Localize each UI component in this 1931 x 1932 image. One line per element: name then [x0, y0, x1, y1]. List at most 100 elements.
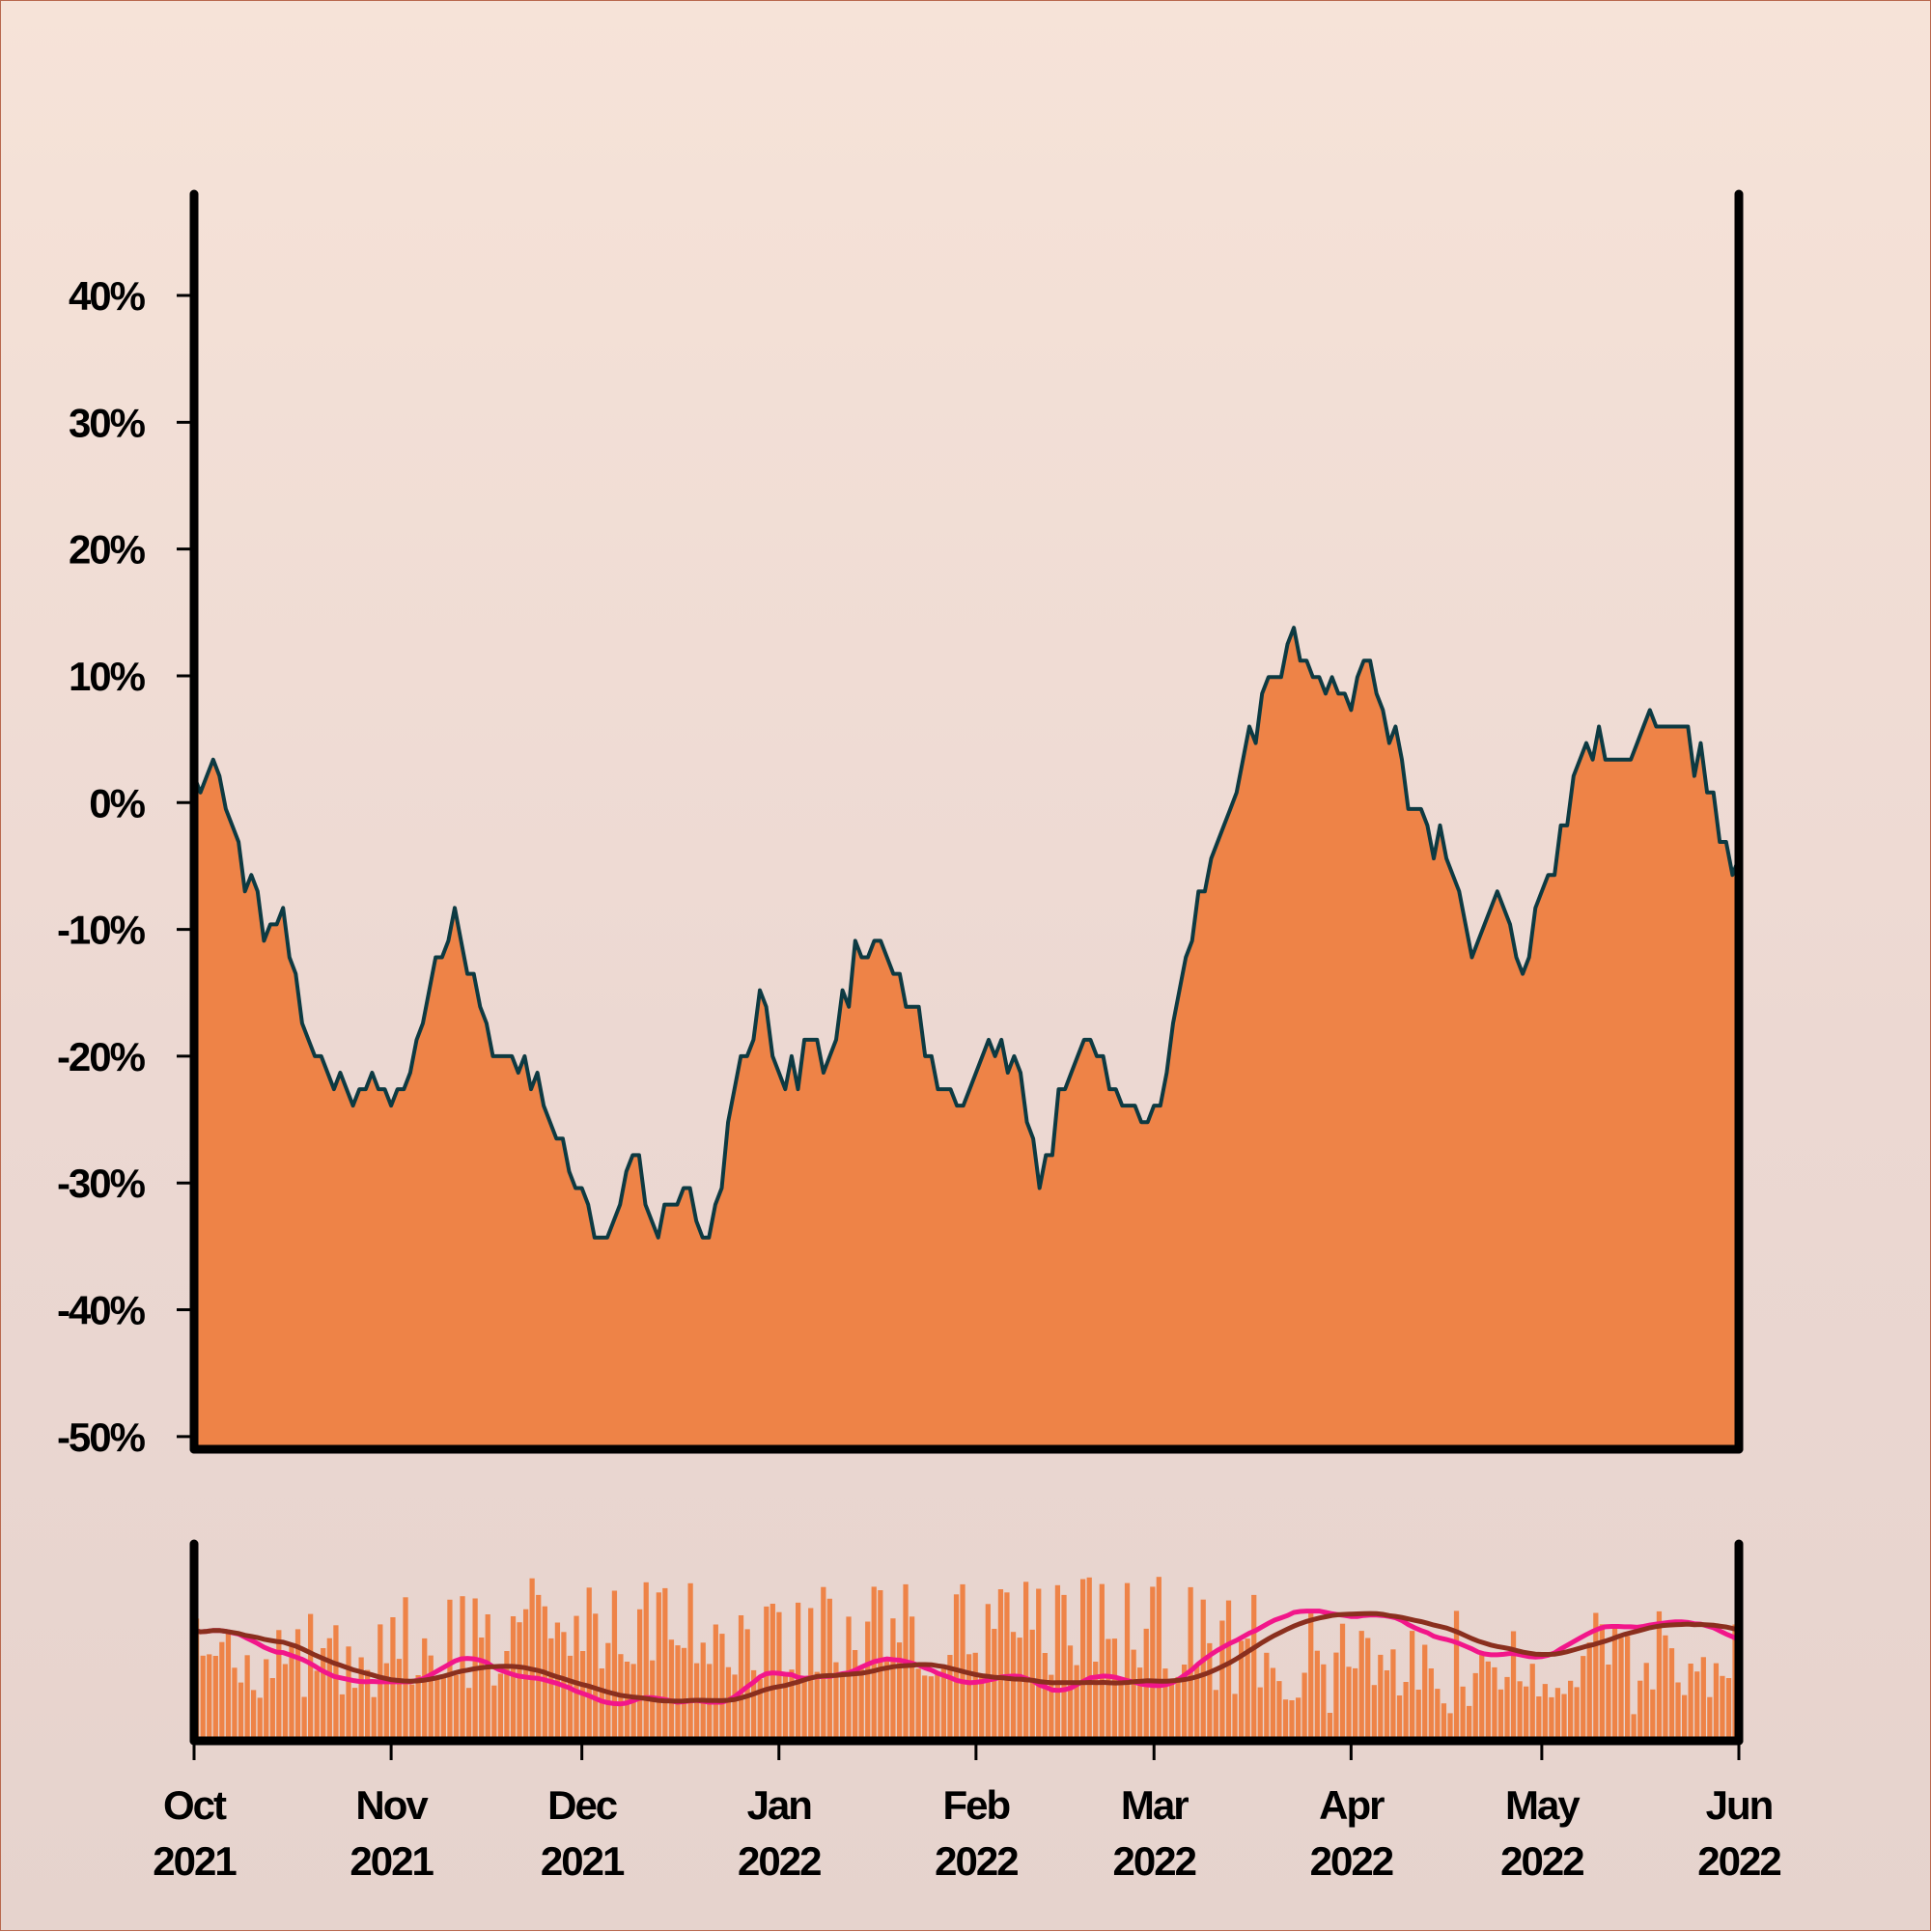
- volume-bar: [1700, 1657, 1706, 1741]
- volume-bar: [896, 1642, 903, 1741]
- volume-bar: [1175, 1676, 1181, 1741]
- volume-bar: [1276, 1681, 1282, 1741]
- volume-bar: [244, 1655, 250, 1741]
- volume-bar: [1207, 1642, 1213, 1741]
- volume-bar: [517, 1622, 522, 1741]
- volume-bar: [1447, 1713, 1453, 1741]
- volume-bar: [814, 1671, 820, 1741]
- volume-bar: [1150, 1586, 1156, 1741]
- volume-bar: [1023, 1582, 1029, 1741]
- volume-bar: [1017, 1638, 1022, 1741]
- volume-bar: [732, 1674, 738, 1741]
- volume-bar: [1378, 1654, 1384, 1741]
- volume-bar: [1656, 1610, 1663, 1741]
- volume-bar: [1333, 1652, 1339, 1741]
- volume-bar: [460, 1596, 465, 1741]
- volume-bar: [656, 1592, 661, 1741]
- volume-bar: [1124, 1582, 1131, 1741]
- x-tick-label-year: 2022: [1697, 1838, 1780, 1884]
- volume-bar: [301, 1696, 307, 1741]
- y-tick-label: 0%: [89, 780, 145, 826]
- volume-bar: [403, 1597, 408, 1741]
- volume-bar: [326, 1638, 332, 1741]
- volume-bar: [1257, 1687, 1263, 1741]
- volume-bar: [1460, 1686, 1466, 1741]
- volume-bar: [1213, 1690, 1218, 1741]
- volume-bar: [789, 1669, 795, 1741]
- volume-bar: [1631, 1714, 1637, 1741]
- volume-bar: [757, 1678, 763, 1741]
- volume-bar: [1485, 1661, 1491, 1741]
- volume-bar: [1675, 1682, 1681, 1741]
- volume-bar: [940, 1665, 947, 1741]
- volume-bar: [599, 1668, 604, 1741]
- volume-ma-fast: [193, 1609, 1741, 1707]
- volume-bar: [207, 1654, 212, 1741]
- y-tick-label: -20%: [57, 1034, 146, 1079]
- x-tick-label-year: 2021: [350, 1838, 434, 1884]
- volume-bar: [1467, 1705, 1472, 1741]
- volume-bar: [668, 1639, 675, 1741]
- volume-bar: [858, 1666, 864, 1741]
- volume-bar: [915, 1668, 921, 1741]
- y-tick-label: -10%: [57, 908, 146, 953]
- volume-bar: [1694, 1671, 1700, 1741]
- volume-bar: [997, 1589, 1004, 1741]
- volume-bar: [453, 1674, 460, 1741]
- volume-bar: [1568, 1680, 1574, 1741]
- volume-bar: [839, 1672, 846, 1741]
- volume-bar: [1524, 1686, 1529, 1741]
- volume-bar: [1353, 1667, 1358, 1741]
- volume-bar: [586, 1587, 592, 1741]
- x-tick-label-month: Dec: [547, 1782, 618, 1828]
- volume-bar: [1492, 1666, 1497, 1741]
- volume-bar: [1371, 1685, 1377, 1741]
- volume-bar: [979, 1674, 985, 1741]
- volume-bar: [383, 1663, 389, 1741]
- volume-bar: [865, 1621, 871, 1741]
- volume-bar: [1301, 1672, 1307, 1741]
- volume-bar: [1637, 1680, 1643, 1741]
- volume-bar: [1441, 1703, 1447, 1741]
- x-tick-label-month: Feb: [943, 1782, 1010, 1828]
- y-tick-label: 30%: [69, 400, 146, 445]
- volume-bar: [972, 1652, 978, 1741]
- volume-bar: [1093, 1662, 1099, 1741]
- volume-bar: [1611, 1624, 1618, 1741]
- volume-bar: [1308, 1611, 1314, 1741]
- volume-bar: [713, 1624, 718, 1741]
- volume-bar: [440, 1674, 446, 1741]
- volume-bar: [289, 1644, 294, 1741]
- x-tick-label-month: Oct: [163, 1782, 227, 1828]
- volume-bar: [1194, 1666, 1200, 1741]
- volume-bar: [1643, 1663, 1649, 1741]
- volume-bar: [1346, 1666, 1352, 1741]
- volume-bar: [1625, 1636, 1631, 1741]
- volume-bar: [1358, 1631, 1364, 1741]
- volume-bar: [1574, 1687, 1580, 1741]
- volume-bar: [232, 1667, 238, 1741]
- volume-bar: [365, 1669, 371, 1741]
- volume-bar: [611, 1590, 618, 1741]
- volume-bar: [1396, 1695, 1403, 1741]
- volume-bar: [200, 1655, 206, 1741]
- volume-bar: [1529, 1664, 1535, 1741]
- volume-bar: [1688, 1664, 1693, 1741]
- volume-bar: [1036, 1588, 1042, 1741]
- volume-bar: [1074, 1665, 1079, 1741]
- volume-bar: [1099, 1583, 1105, 1741]
- volume-bar: [447, 1599, 453, 1741]
- volume-bar: [294, 1629, 301, 1741]
- volume-bar: [947, 1655, 953, 1741]
- volume-bar: [1004, 1592, 1010, 1741]
- volume-bar: [314, 1670, 320, 1741]
- volume-bar: [1282, 1699, 1289, 1741]
- volume-bar: [1554, 1688, 1561, 1741]
- volume-bar: [1232, 1694, 1238, 1741]
- volume-bar: [1668, 1648, 1675, 1741]
- volume-bar: [1029, 1629, 1035, 1741]
- volume-bar: [1251, 1594, 1257, 1741]
- volume-bar: [782, 1672, 789, 1741]
- volume-bar: [1188, 1586, 1193, 1741]
